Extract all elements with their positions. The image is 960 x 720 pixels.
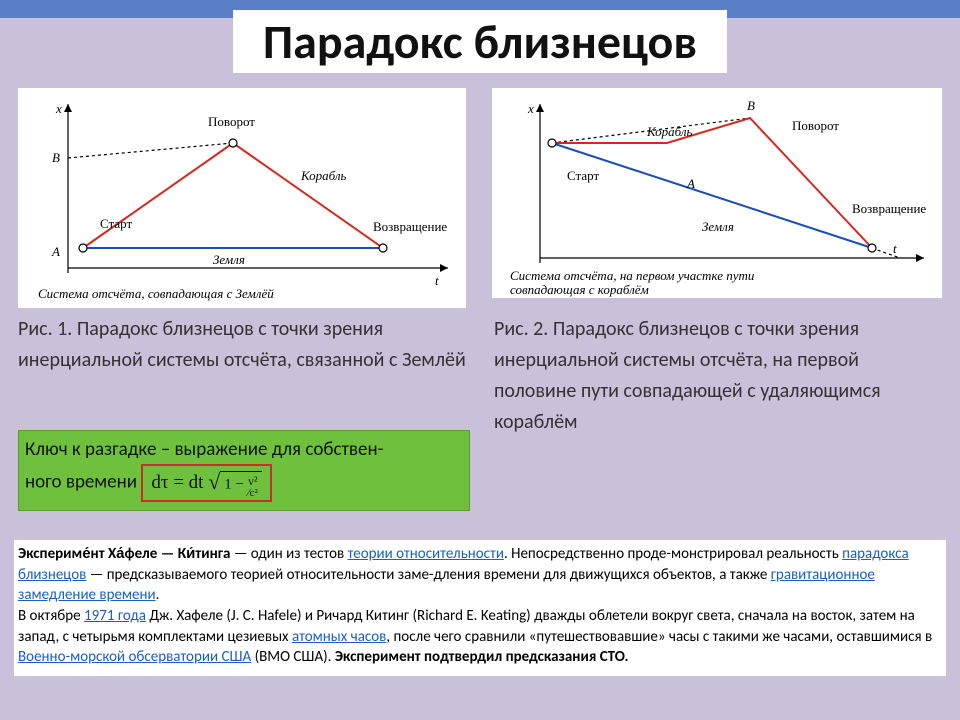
formula-one-minus: 1 − <box>224 477 244 493</box>
link-relativity-theory[interactable]: теории относительности <box>348 545 504 563</box>
txt-4: . <box>156 586 160 604</box>
formula-fraction: v² ∕c² <box>248 475 258 499</box>
axis-y-label-r: x <box>527 101 534 116</box>
axis-x-label: t <box>435 273 439 288</box>
diagram-right-caption-italic-l2: совпадающая с кораблём <box>510 282 649 297</box>
experiment-description: Экспериме́нт Ха́феле — Ки́тинга — один и… <box>14 540 946 676</box>
diagram-left-panel: x t A B Старт Поворот Возвращение Корабл… <box>18 88 466 308</box>
label-B-r: B <box>747 98 755 113</box>
sqrt-icon: √ 1 − v² ∕c² <box>208 471 262 497</box>
diagram-left-caption-italic: Система отсчёта, совпадающая с Землёй <box>38 286 274 301</box>
link-1971[interactable]: 1971 года <box>84 607 146 625</box>
label-start-r: Старт <box>567 168 599 183</box>
figure-2-caption: Рис. 2. Парадокс близнецов с точки зрени… <box>494 314 942 438</box>
axis-y-label: x <box>55 101 62 116</box>
conclusion-bold: Эксперимент подтвердил предсказания СТО. <box>335 648 629 666</box>
diagram-left-svg: x t A B Старт Поворот Возвращение Корабл… <box>18 88 466 308</box>
diagram-right-caption-italic-l1: Система отсчёта, на первом участке пути <box>510 268 755 283</box>
label-turn: Поворот <box>208 114 255 129</box>
hafele-keating-name: Экспериме́нт Ха́феле — Ки́тинга <box>18 545 230 563</box>
label-ship: Корабль <box>300 168 347 183</box>
point-B-label: B <box>52 150 60 165</box>
key-line-2: ного времени dτ = dt √ 1 − v² ∕c² <box>25 464 463 501</box>
key-solution-box: Ключ к разгадке – выражение для собствен… <box>18 430 470 511</box>
txt-3: — предсказываемого теорией относительнос… <box>86 566 770 584</box>
label-start: Старт <box>100 216 132 231</box>
label-turn-r: Поворот <box>792 118 839 133</box>
label-earth: Земля <box>213 252 245 267</box>
txt-1: — один из тестов <box>230 545 347 563</box>
formula-den: c² <box>250 487 258 499</box>
figure-1-caption: Рис. 1. Парадокс близнецов с точки зрени… <box>18 314 468 376</box>
title-container: Парадокс близнецов <box>0 10 960 73</box>
link-atomic-clocks[interactable]: атомных часов <box>292 628 386 646</box>
diagram-right-svg: x t B A Старт Поворот Возвращение Корабл… <box>492 88 942 298</box>
label-earth-r: Земля <box>702 219 734 234</box>
proper-time-formula: dτ = dt √ 1 − v² ∕c² <box>141 464 271 501</box>
txt-5: В октябре <box>18 607 84 625</box>
txt-7: , после чего сравнили «путешествовавшие»… <box>386 628 932 646</box>
label-return-r: Возвращение <box>852 201 926 216</box>
page-title: Парадокс близнецов <box>233 10 727 73</box>
label-A-r: A <box>686 176 695 191</box>
formula-num: v² <box>248 475 258 487</box>
label-ship-r: Корабль <box>646 124 693 139</box>
formula-lhs: dτ = dt <box>151 472 203 493</box>
txt-8: (ВМО США). <box>251 648 335 666</box>
link-us-naval-observatory[interactable]: Военно-морской обсерватории США <box>18 648 251 666</box>
key-line-2-text: ного времени <box>25 471 137 494</box>
label-return: Возвращение <box>373 219 447 234</box>
point-A-label: A <box>51 244 60 259</box>
axis-x-label-r: t <box>893 241 897 256</box>
diagram-right-panel: x t B A Старт Поворот Возвращение Корабл… <box>492 88 942 298</box>
key-line-1: Ключ к разгадке – выражение для собствен… <box>25 435 463 464</box>
txt-2: . Непосредственно проде-монстрировал реа… <box>504 545 842 563</box>
